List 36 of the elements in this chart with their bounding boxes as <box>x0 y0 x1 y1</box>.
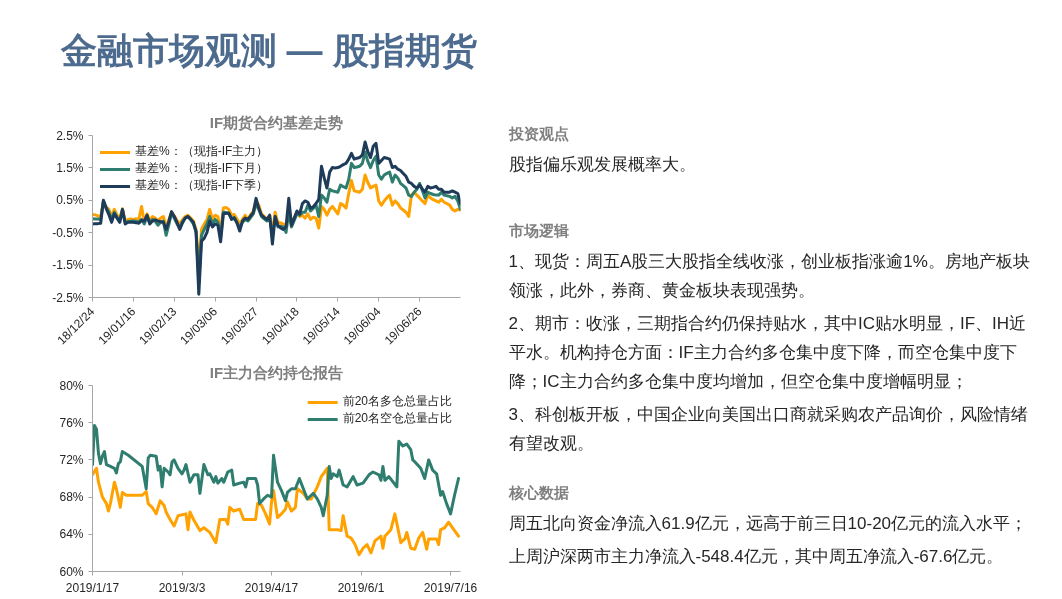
legend-label: 前20名空仓总量占比 <box>342 410 452 427</box>
text: 3、科创板开板，中国企业向美国出口商就采购农产品询价，风险情绪有望改观。 <box>508 405 1028 453</box>
y-tick-label: 68% <box>59 490 84 505</box>
chart-title: IF主力合约持仓报告 <box>209 363 344 381</box>
x-tick-label: 2019/1/17 <box>65 580 120 595</box>
text: 周五北向资金净流入61.9亿元，远高于前三日10-20亿元的流入水平； <box>508 514 1028 533</box>
y-tick-label: 1.5% <box>56 160 84 175</box>
x-tick-label: 2019/6/1 <box>337 580 385 595</box>
text: 1、现货：周五A股三大股指全线收涨，创业板指涨逾1%。房地产板块领涨，此外，券商、黄金板块表现强势。 <box>508 252 1030 300</box>
y-tick-label: 64% <box>59 527 84 542</box>
y-tick-label: -1.5% <box>52 258 84 273</box>
text: 2、期市：收涨，三期指合约仍保持贴水，其中IC贴水明显，IF、IH近平水。机构持仓方面：IF主力合约多仓集中度下降，而空仓集中度下降；IC主力合约多仓集中度均增加，但空仓集中度增幅明显； <box>508 314 1027 391</box>
text: 投资观点 <box>507 125 569 142</box>
x-tick-label: 2019/7/16 <box>423 580 478 595</box>
legend-label: 基差%：（现指-IF下季） <box>135 177 269 194</box>
y-tick-label: -0.5% <box>52 225 84 240</box>
text: 核心数据 <box>507 484 569 501</box>
chart-title: IF期货合约基差走势 <box>209 113 344 131</box>
y-tick-label: 76% <box>59 415 84 430</box>
x-tick-label: 2019/3/3 <box>158 580 206 595</box>
y-tick-label: 60% <box>59 564 84 579</box>
text: 股指偏乐观发展概率大。 <box>508 155 696 174</box>
text: 市场逻辑 <box>507 222 569 239</box>
y-tick-label: 0.5% <box>56 193 84 208</box>
y-tick-label: -2.5% <box>52 290 84 305</box>
line-series <box>92 423 461 518</box>
y-tick-label: 72% <box>59 452 84 467</box>
legend-label: 基差%：（现指-IF主力） <box>135 143 269 160</box>
legend-label: 前20名多仓总量占比 <box>342 393 452 410</box>
y-tick-label: 80% <box>59 378 84 393</box>
legend-label: 基差%：（现指-IF下月） <box>135 160 269 177</box>
x-tick-label: 2019/4/17 <box>244 580 299 595</box>
y-tick-label: 2.5% <box>56 128 84 143</box>
text: 金融市场观测 — 股指期货 <box>59 30 477 71</box>
line-series <box>92 466 461 557</box>
text: 上周沪深两市主力净流入-548.4亿元，其中周五净流入-67.6亿元。 <box>508 547 1004 566</box>
